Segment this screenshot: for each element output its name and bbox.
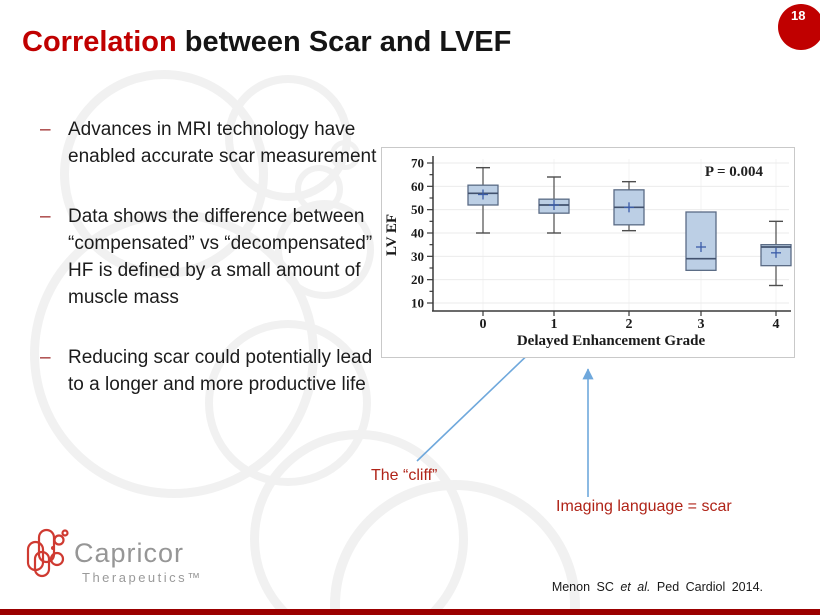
bullet-dash: – — [40, 347, 51, 368]
bullet-list: – Advances in MRI technology have enable… — [40, 116, 385, 431]
svg-text:4: 4 — [773, 317, 780, 332]
list-item: – Advances in MRI technology have enable… — [40, 116, 385, 170]
bullet-dash: – — [40, 206, 51, 227]
svg-text:20: 20 — [411, 272, 424, 287]
svg-text:1: 1 — [551, 317, 558, 332]
svg-text:70: 70 — [411, 156, 424, 171]
watermark-circle — [295, 165, 343, 213]
citation-pre: Menon SC — [551, 580, 621, 594]
slide-number: 18 — [791, 8, 806, 23]
svg-text:50: 50 — [411, 202, 424, 217]
bullet-dash: – — [40, 119, 51, 140]
slide-number-badge: 18 — [778, 4, 820, 50]
boxplot-svg: 10 20 30 40 50 60 70 0 1 2 3 4 LV EF Delayed Enhancem… — [384, 156, 792, 349]
logo-name: Capricor — [74, 538, 185, 568]
svg-text:2: 2 — [626, 317, 633, 332]
title-highlight: Correlation — [22, 26, 177, 58]
svg-text:60: 60 — [411, 179, 424, 194]
svg-text:3: 3 — [698, 317, 705, 332]
bullet-text: Data shows the difference between “compe… — [68, 206, 373, 308]
list-item: – Data shows the difference between “com… — [40, 203, 385, 311]
svg-text:P = 0.004: P = 0.004 — [705, 164, 764, 180]
svg-text:30: 30 — [411, 249, 424, 264]
list-item: – Reducing scar could potentially lead t… — [40, 344, 385, 398]
citation: Menon SC et al. Ped Cardiol 2014. — [552, 580, 763, 594]
lvef-boxplot-chart: 10 20 30 40 50 60 70 0 1 2 3 4 LV EF Delayed Enhancem… — [381, 147, 795, 358]
svg-text:Delayed Enhancement Grade: Delayed Enhancement Grade — [517, 333, 706, 349]
capricor-logo-icon — [26, 528, 69, 578]
capricor-logo: Capricor Therapeutics™ — [22, 524, 252, 594]
svg-text:10: 10 — [411, 296, 424, 311]
cliff-annotation: The “cliff” — [371, 467, 438, 484]
page-title: Correlation between Scar and LVEF — [22, 26, 511, 59]
bullet-text: Reducing scar could potentially lead to … — [68, 347, 373, 395]
svg-text:0: 0 — [480, 317, 487, 332]
title-rest: between Scar and LVEF — [176, 26, 512, 58]
citation-post: Ped Cardiol 2014. — [650, 580, 763, 594]
logo-subtitle: Therapeutics™ — [82, 570, 203, 585]
watermark-circle — [330, 140, 360, 170]
footer-bar — [0, 609, 820, 615]
svg-text:LV EF: LV EF — [384, 214, 400, 256]
citation-etal: et al. — [620, 580, 651, 594]
imaging-annotation: Imaging language = scar — [556, 498, 732, 515]
bullet-text: Advances in MRI technology have enabled … — [68, 119, 377, 167]
svg-text:40: 40 — [411, 226, 424, 241]
watermark-circle — [225, 75, 351, 201]
